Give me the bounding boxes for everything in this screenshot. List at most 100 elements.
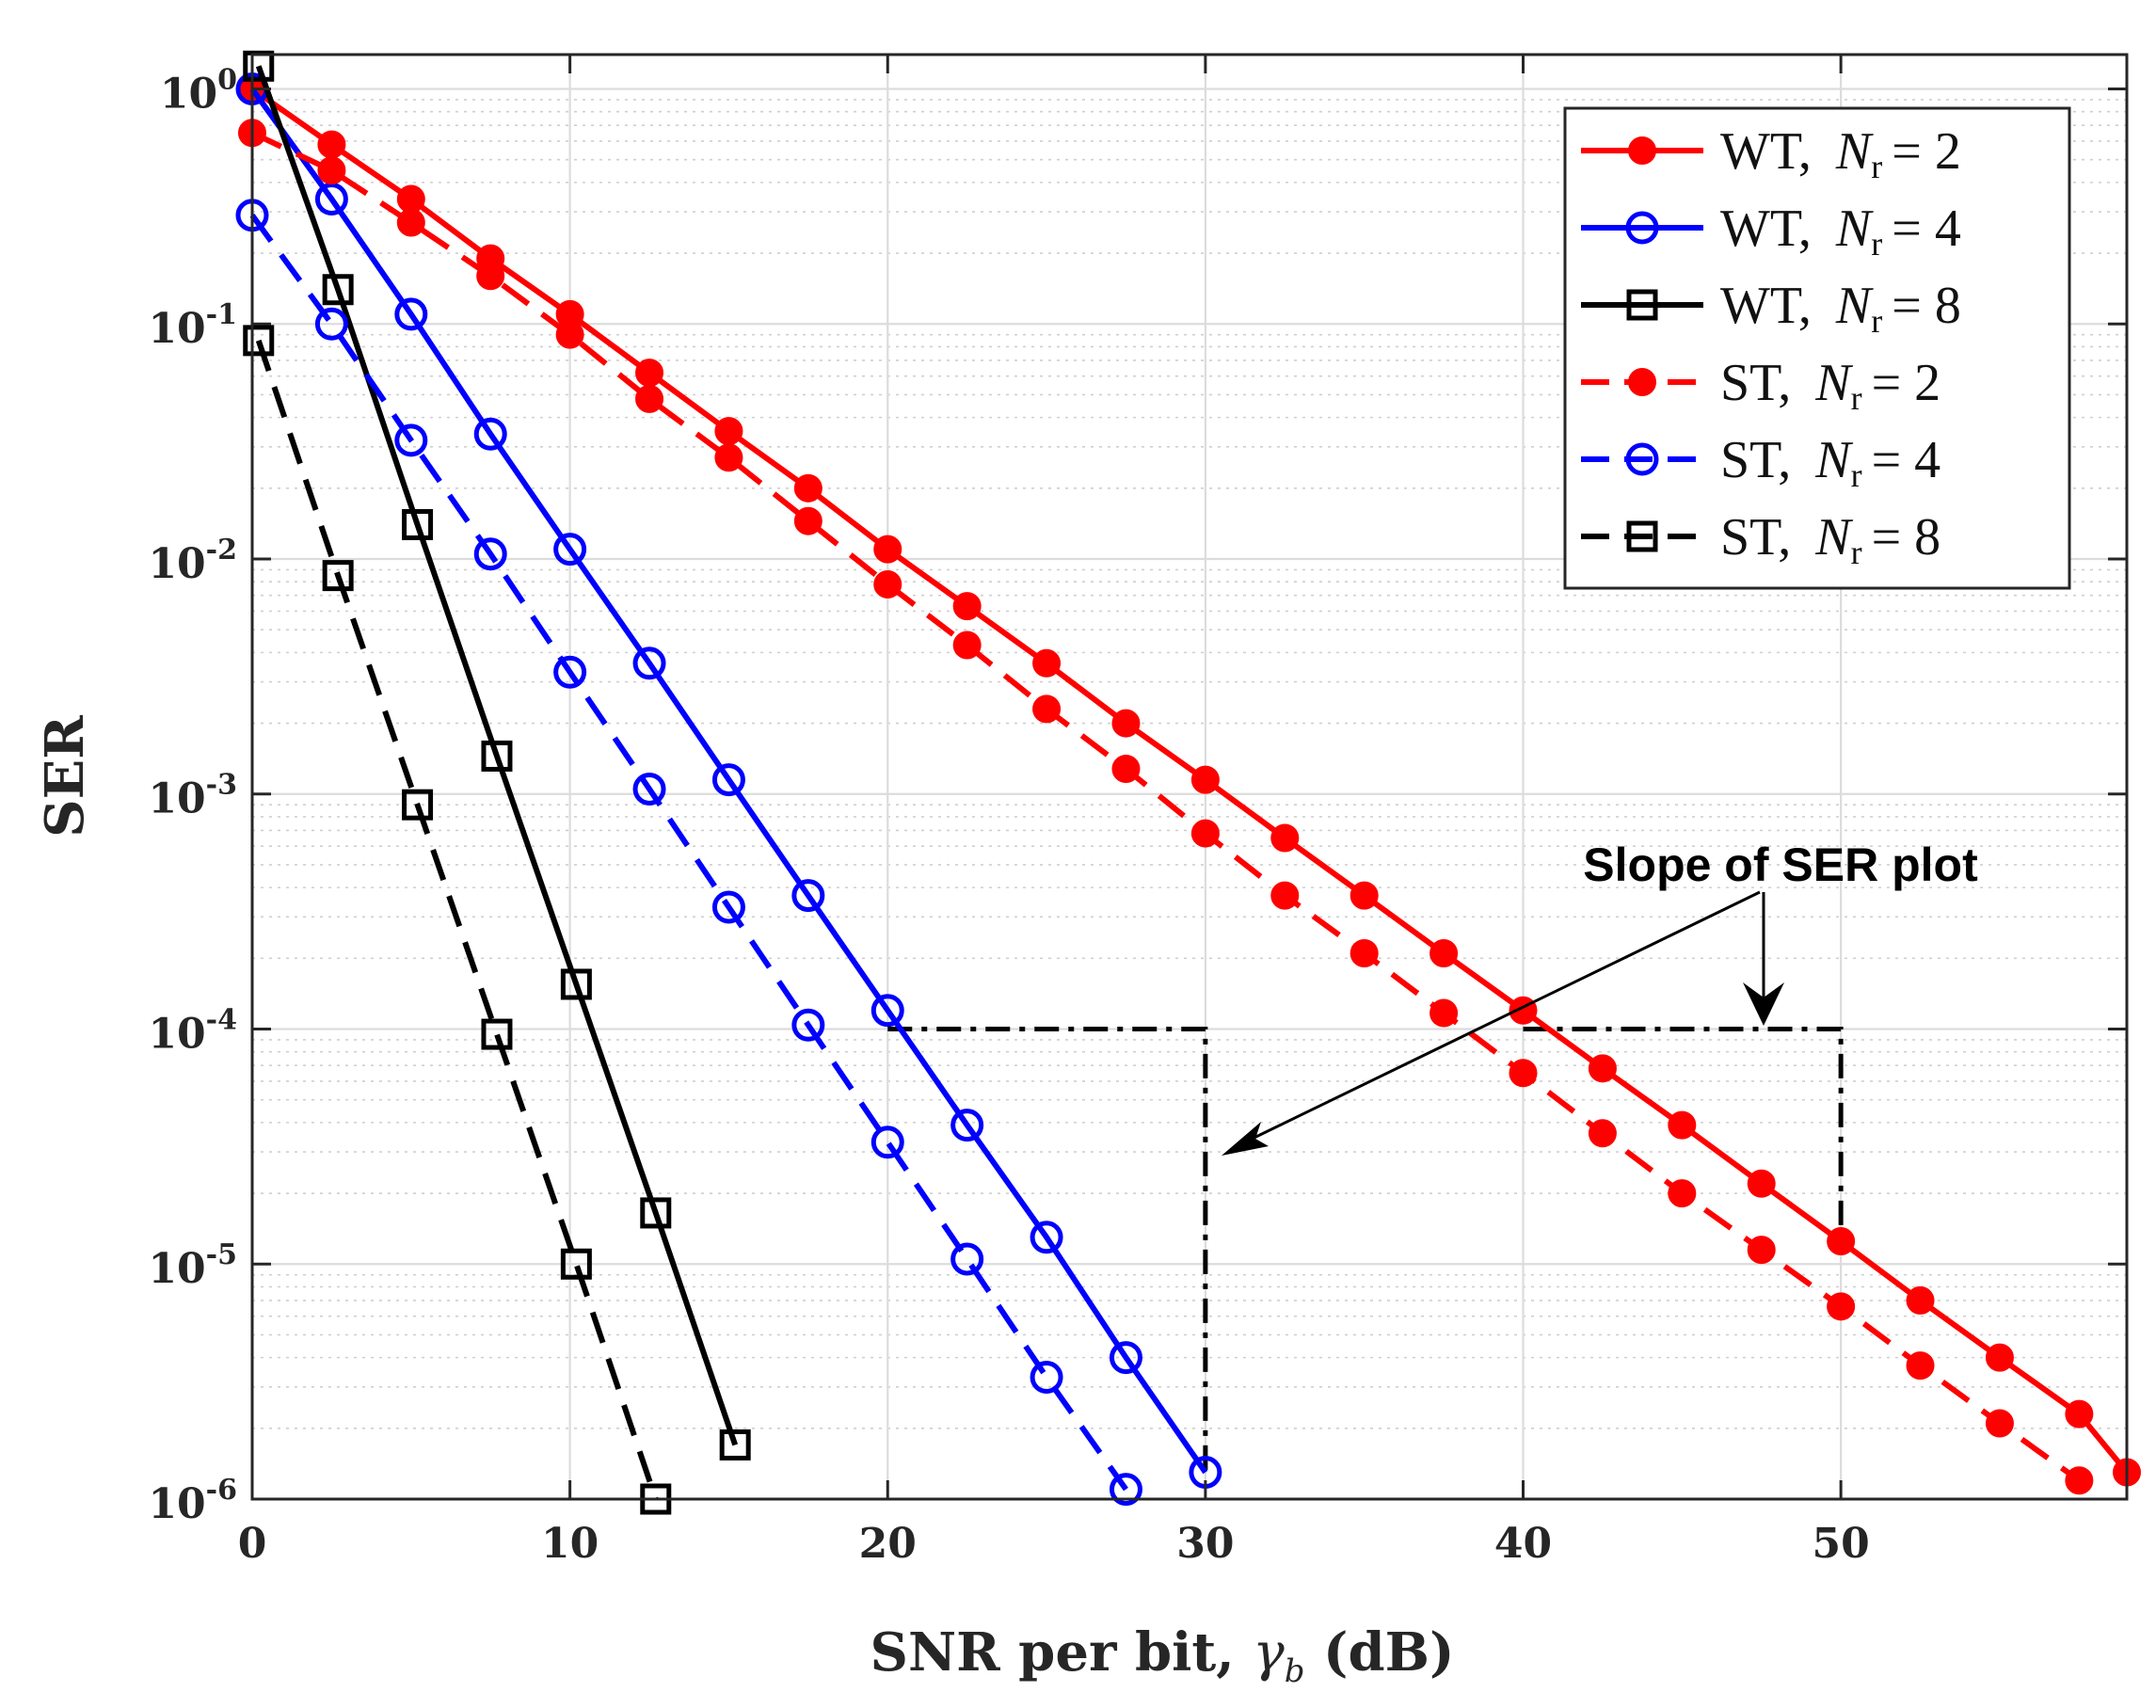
- data-point: [1270, 823, 1300, 853]
- slope-guide-line: [887, 1026, 1208, 1473]
- data-point: [1588, 1054, 1617, 1083]
- data-point: [1985, 1409, 2014, 1438]
- data-point: [1190, 765, 1220, 794]
- data-point: [873, 569, 902, 599]
- data-point: [952, 592, 982, 621]
- data-point: [1109, 1473, 1142, 1507]
- series-st-nr4: [235, 199, 1142, 1507]
- slope-guides: [887, 1026, 1844, 1473]
- data-point: [1747, 1169, 1776, 1198]
- data-point: [2065, 1466, 2094, 1495]
- data-point: [317, 156, 346, 185]
- x-tick-label: 20: [859, 1520, 917, 1568]
- data-point: [870, 994, 904, 1028]
- annotation-arrow-line-left: [1232, 890, 1761, 1150]
- data-point: [560, 968, 592, 1000]
- y-axis-title: SER: [34, 715, 96, 838]
- data-point: [1030, 1361, 1063, 1395]
- data-point: [1032, 694, 1062, 724]
- series-line: [255, 339, 659, 1500]
- data-point: [791, 1008, 825, 1042]
- data-point: [243, 325, 275, 357]
- legend-box: [1563, 106, 2071, 590]
- legend-item: ST, Nr = 4: [1581, 431, 1940, 494]
- data-point: [481, 1018, 513, 1050]
- data-point: [1906, 1351, 1935, 1381]
- series-line: [249, 213, 1128, 1492]
- y-tick-label: 10-4: [148, 1003, 237, 1058]
- data-point: [793, 506, 822, 535]
- series-group: [235, 50, 2141, 1515]
- legend-item: WT, Nr = 2: [1581, 122, 1961, 185]
- data-point: [1628, 368, 1656, 396]
- data-point: [1030, 1221, 1063, 1254]
- data-point: [950, 1242, 984, 1276]
- data-point: [2065, 1399, 2094, 1429]
- data-point: [1111, 754, 1141, 783]
- series-line: [249, 87, 1208, 1475]
- data-point: [1429, 998, 1459, 1028]
- series-wt-nr8: [243, 50, 751, 1461]
- data-point: [1827, 1227, 1856, 1256]
- series-st-nr8: [243, 325, 672, 1515]
- ticks: 100 10-1 10-2 10-3 10-4 10-5 10-60 10 20 30 40 50: [148, 55, 2127, 1568]
- data-point: [1349, 881, 1379, 910]
- annotation-arrowhead-right: [1743, 982, 1784, 1026]
- data-point: [714, 443, 743, 472]
- data-point: [711, 763, 745, 797]
- legend-label: WT, Nr = 4: [1720, 200, 1961, 263]
- data-point: [555, 320, 584, 349]
- data-point: [560, 1248, 592, 1280]
- series-line: [255, 65, 739, 1446]
- data-point: [1109, 1341, 1142, 1375]
- data-point: [1190, 819, 1220, 848]
- plot-frame: [250, 53, 2129, 1501]
- y-tick-label: 100: [160, 63, 237, 118]
- data-point: [1625, 442, 1659, 476]
- data-point: [873, 535, 902, 564]
- data-point: [870, 1125, 904, 1159]
- data-point: [1626, 289, 1658, 321]
- data-point: [793, 473, 822, 503]
- data-point: [635, 384, 664, 413]
- data-point: [317, 130, 346, 159]
- data-point: [243, 50, 275, 82]
- data-point: [394, 423, 428, 457]
- data-point: [714, 417, 743, 446]
- x-tick-label: 10: [541, 1520, 599, 1568]
- y-tick-label: 10-1: [148, 298, 237, 353]
- data-point: [481, 740, 513, 772]
- series-wt-nr2: [238, 74, 2141, 1487]
- x-tick-label: 40: [1494, 1520, 1552, 1568]
- legend-item: WT, Nr = 8: [1581, 277, 1961, 340]
- data-point: [952, 631, 982, 660]
- axes: [250, 53, 2129, 1501]
- data-point: [1625, 211, 1659, 245]
- annotation-text: Slope of SER plot: [1583, 838, 1978, 891]
- data-point: [1628, 136, 1656, 165]
- x-tick-label: 0: [238, 1520, 267, 1568]
- legend-item: WT, Nr = 4: [1581, 200, 1961, 263]
- slope-guide-line: [1523, 1026, 1844, 1242]
- data-point: [1668, 1110, 1697, 1140]
- data-point: [719, 1429, 751, 1461]
- series-st-nr2: [238, 119, 2094, 1495]
- data-point: [1906, 1285, 1935, 1315]
- data-point: [1429, 939, 1459, 968]
- legend-label: WT, Nr = 8: [1720, 277, 1961, 340]
- data-point: [1668, 1179, 1697, 1208]
- data-point: [711, 890, 745, 924]
- data-point: [314, 183, 348, 216]
- data-point: [1626, 520, 1658, 552]
- data-point: [476, 262, 505, 291]
- data-point: [396, 184, 425, 214]
- data-point: [632, 646, 666, 680]
- annotation: Slope of SER plot: [1222, 838, 1978, 1156]
- x-axis-title: SNR per bit, γb (dB): [870, 1621, 1455, 1690]
- x-tick-label: 50: [1813, 1520, 1870, 1568]
- legend-item: ST, Nr = 2: [1581, 354, 1940, 417]
- data-point: [553, 655, 587, 689]
- series-wt-nr4: [235, 72, 1222, 1490]
- data-point: [1349, 939, 1379, 968]
- data-point: [473, 537, 507, 571]
